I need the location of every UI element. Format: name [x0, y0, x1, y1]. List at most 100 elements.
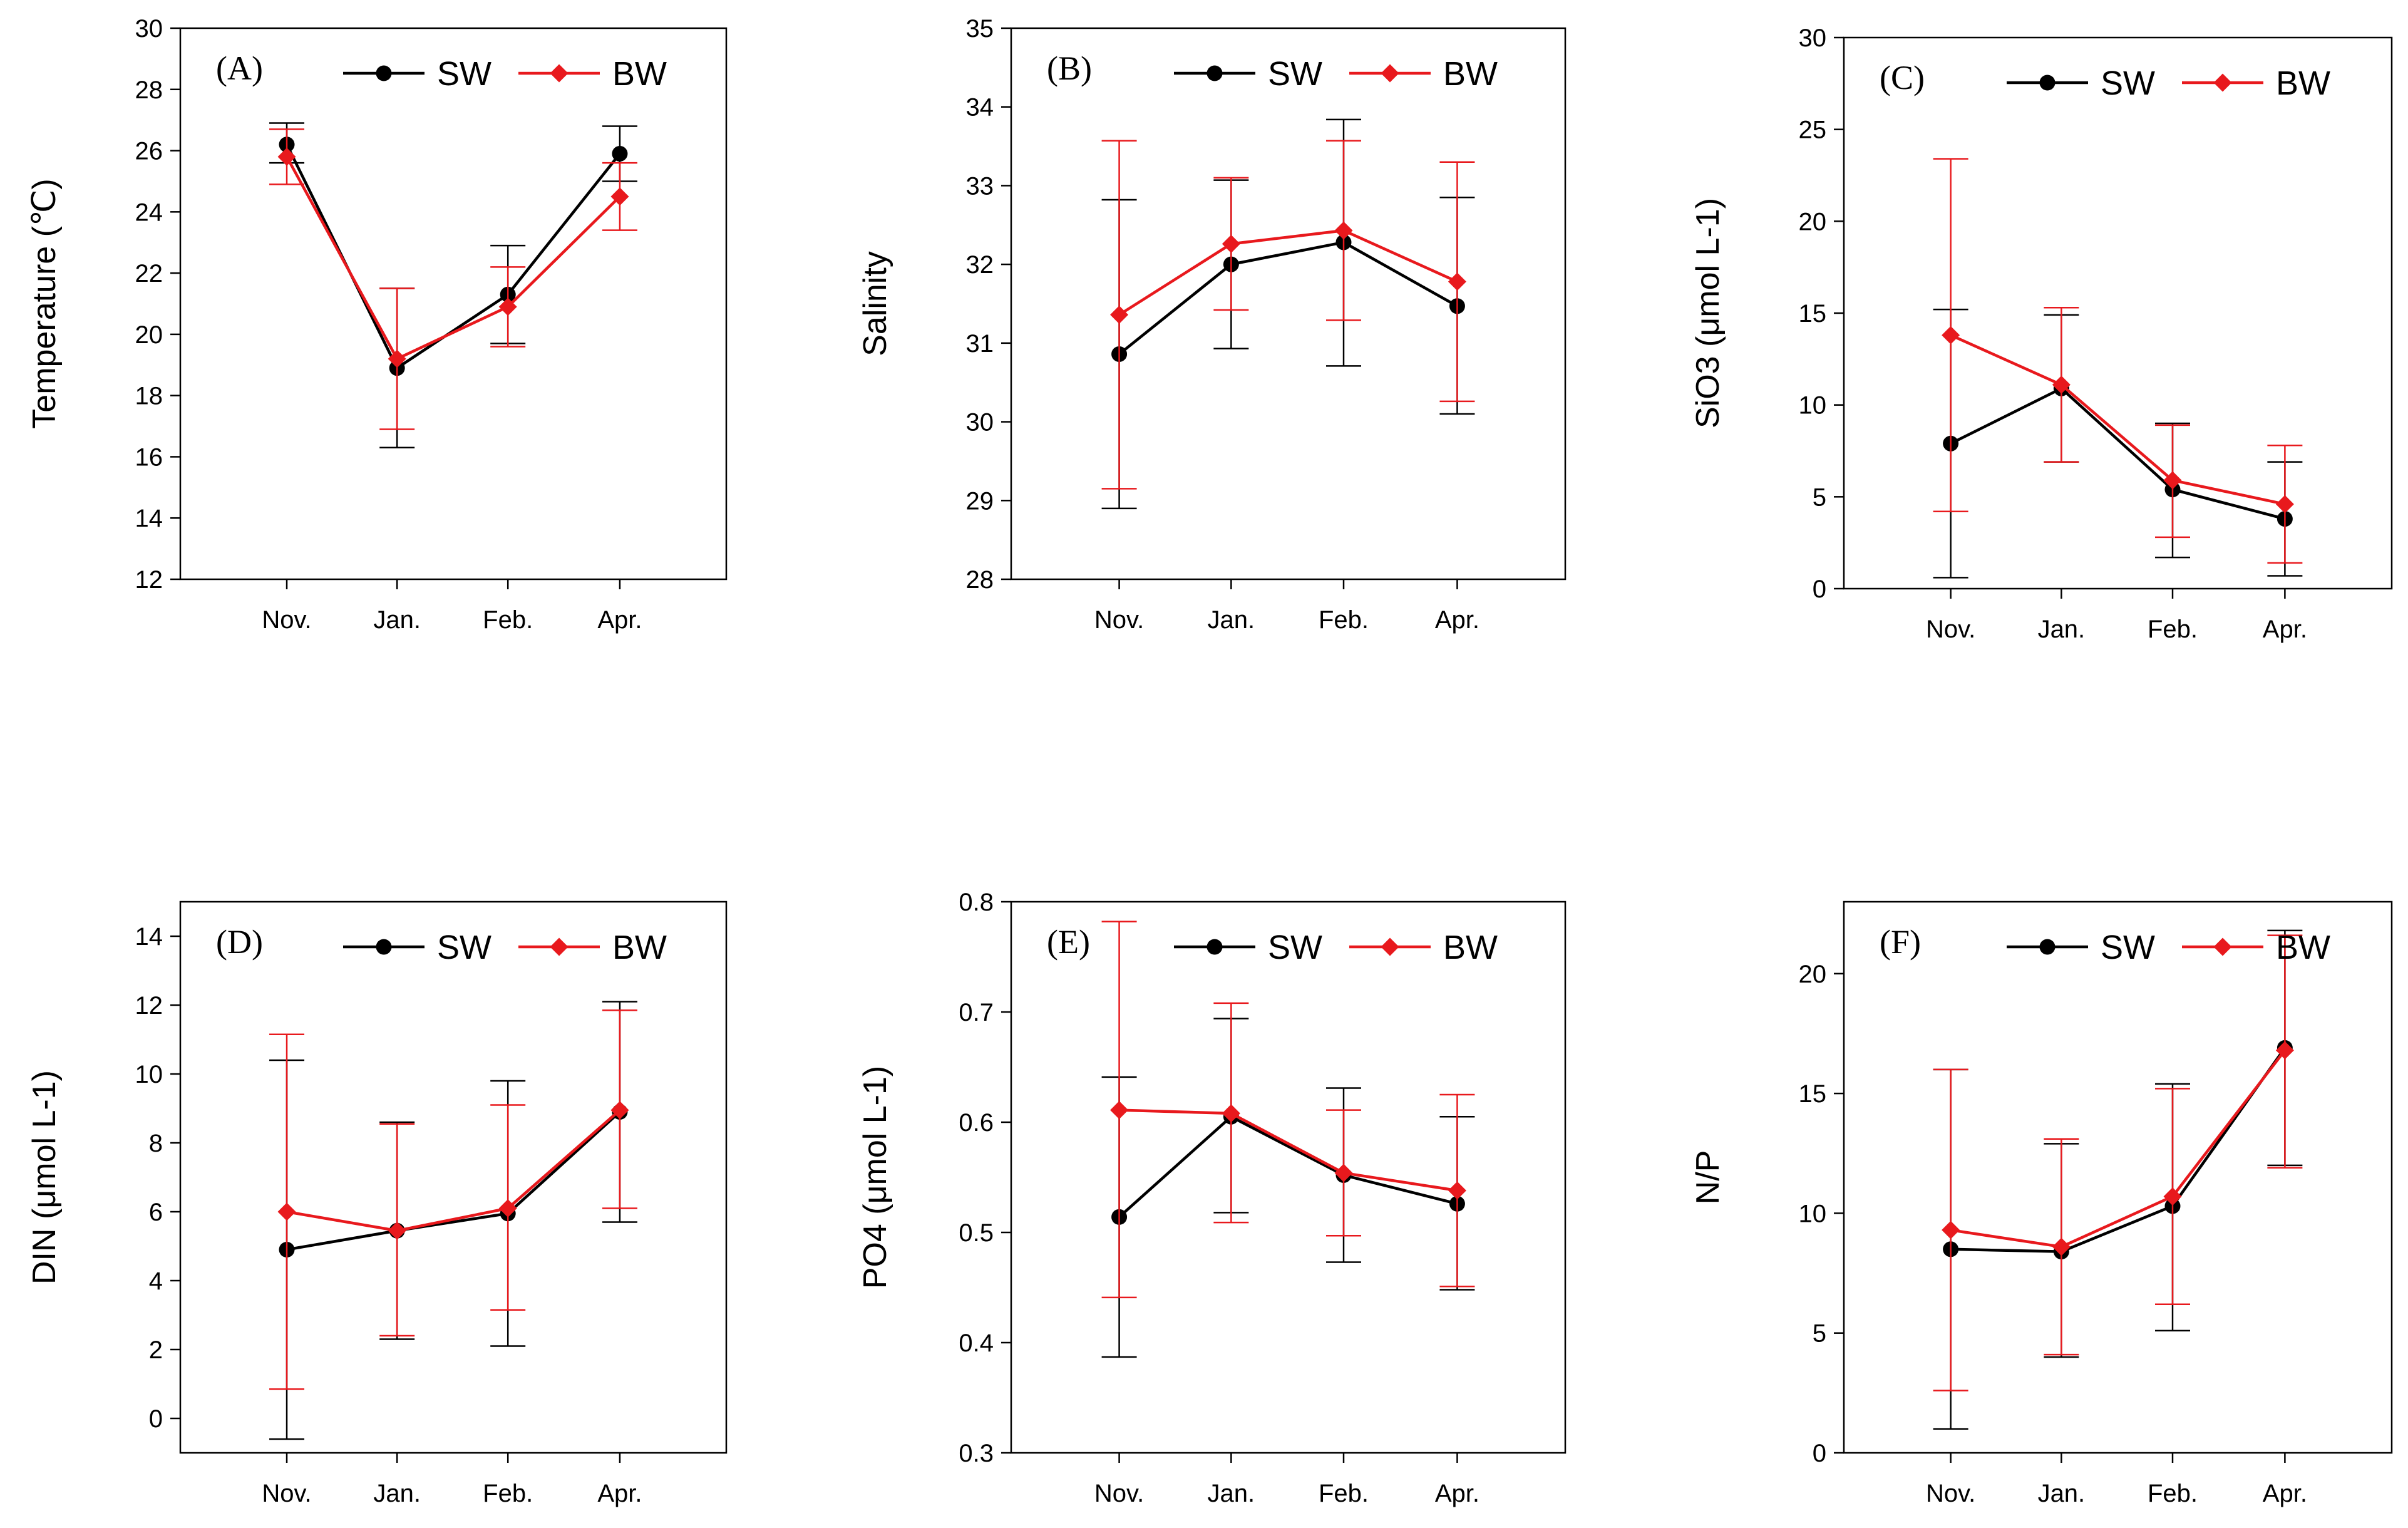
y-axis-title: Temperature (℃): [26, 178, 63, 428]
data-point: [388, 349, 406, 368]
legend-marker: [1381, 64, 1399, 83]
x-tick-label: Apr.: [2263, 1480, 2307, 1507]
series-line: [1118, 229, 1458, 316]
x-tick-label: Apr.: [597, 1480, 642, 1507]
series-sw: [1933, 929, 2303, 1430]
legend-marker: [376, 65, 392, 81]
series-line: [286, 143, 621, 370]
x-tick-label: Apr.: [1435, 1480, 1479, 1507]
data-point: [277, 147, 296, 166]
panel-label: (E): [1047, 923, 1090, 961]
data-point: [1448, 272, 1466, 291]
y-tick-label: 14: [135, 505, 163, 532]
legend-label: SW: [2101, 929, 2155, 966]
y-tick-label: 20: [1799, 961, 1827, 988]
legend-marker: [2213, 937, 2232, 956]
legend-label: BW: [1443, 55, 1498, 93]
data-point: [277, 1202, 296, 1221]
y-tick-label: 0.6: [959, 1109, 994, 1137]
y-axis-title: Salinity: [857, 251, 893, 356]
y-tick-label: 18: [135, 383, 163, 410]
data-point: [2052, 1237, 2071, 1256]
series-line: [1950, 1047, 2287, 1253]
x-tick-label: Jan.: [2038, 616, 2086, 643]
data-point: [388, 1221, 406, 1240]
legend-label: SW: [1268, 929, 1322, 966]
legend-marker: [2213, 73, 2232, 92]
series-line: [1118, 240, 1458, 356]
y-tick-label: 15: [1799, 300, 1827, 328]
x-tick-label: Nov.: [1926, 616, 1975, 643]
legend-label: SW: [1268, 55, 1322, 93]
data-point: [610, 1101, 629, 1120]
y-tick-label: 28: [966, 566, 994, 594]
y-tick-label: 24: [135, 199, 163, 226]
series-line: [1118, 1115, 1458, 1219]
x-tick-label: Nov.: [262, 1480, 311, 1507]
y-tick-label: 16: [135, 443, 163, 471]
x-tick-label: Nov.: [262, 606, 311, 634]
series-line: [1950, 386, 2285, 520]
panel-label: (D): [216, 923, 263, 961]
y-tick-label: 15: [1799, 1080, 1827, 1108]
x-tick-label: Feb.: [2148, 616, 2198, 643]
y-tick-label: 30: [1799, 24, 1827, 52]
y-tick-label: 12: [135, 992, 163, 1020]
series-line: [286, 156, 621, 361]
legend-marker: [376, 939, 392, 955]
data-point: [1110, 306, 1129, 324]
y-tick-label: 31: [966, 330, 994, 358]
plot-frame: [1010, 901, 1567, 1454]
y-tick-label: 8: [149, 1130, 163, 1157]
y-tick-label: 10: [1799, 1200, 1827, 1227]
y-tick-label: 12: [135, 566, 163, 594]
x-tick-label: Feb.: [483, 1480, 533, 1507]
y-tick-label: 30: [966, 409, 994, 436]
legend: SW BW: [2007, 929, 2330, 966]
y-tick-label: 10: [135, 1061, 163, 1088]
legend-marker: [1207, 65, 1223, 81]
y-tick-label: 20: [1799, 208, 1827, 235]
legend: SW BW: [1174, 929, 1498, 966]
data-point: [2163, 471, 2182, 490]
chart-panel-2: 28 29 30 31 32 33 34 35 Nov. Jan. Feb. Apr. Salinity…: [857, 15, 1567, 634]
chart-panel-3: 0 5 10 15 20 25 30 Nov. Jan. Feb. Apr. SiO3 (μmol L…: [1690, 24, 2393, 643]
series-sw: [1101, 1018, 1475, 1358]
y-tick-label: 10: [1799, 392, 1827, 420]
data-point: [1942, 326, 1960, 344]
x-tick-label: Nov.: [1094, 1480, 1144, 1507]
chart-panel-5: 0.3 0.4 0.5 0.6 0.7 0.8 Nov. Jan. Feb. Apr. PO4 (μ…: [857, 889, 1567, 1507]
y-tick-label: 2: [149, 1336, 163, 1364]
x-tick-label: Feb.: [1319, 606, 1369, 634]
y-tick-label: 5: [1813, 1320, 1826, 1348]
x-tick-label: Jan.: [1208, 606, 1255, 634]
y-tick-label: 35: [966, 15, 994, 43]
panel-label: (C): [1880, 59, 1925, 96]
legend-marker: [1207, 939, 1223, 955]
chart-panel-6: 0 5 10 15 20 Nov. Jan. Feb. Apr. N/P (F) SW BW: [1690, 901, 2393, 1507]
plot-frame: [1010, 27, 1567, 581]
legend-label: SW: [437, 55, 491, 93]
y-tick-label: 0.3: [959, 1440, 994, 1467]
legend: SW BW: [343, 55, 667, 93]
y-axis-title: N/P: [1690, 1150, 1726, 1205]
data-point: [2275, 495, 2294, 514]
y-tick-label: 22: [135, 260, 163, 287]
data-point: [1222, 234, 1240, 253]
legend-label: SW: [437, 929, 491, 966]
y-tick-label: 33: [966, 172, 994, 200]
data-point: [1222, 1104, 1240, 1123]
data-point: [2275, 1041, 2294, 1060]
y-tick-label: 28: [135, 76, 163, 104]
series-sw: [1933, 308, 2303, 579]
panel-label: (F): [1880, 923, 1921, 961]
data-point: [612, 145, 628, 162]
series-bw: [1933, 934, 2303, 1391]
data-point: [1448, 1181, 1466, 1200]
panel-label: (A): [216, 49, 263, 87]
y-tick-label: 0.4: [959, 1329, 994, 1357]
legend-marker: [550, 937, 569, 956]
x-tick-label: Apr.: [1435, 606, 1479, 634]
data-point: [2052, 375, 2071, 394]
